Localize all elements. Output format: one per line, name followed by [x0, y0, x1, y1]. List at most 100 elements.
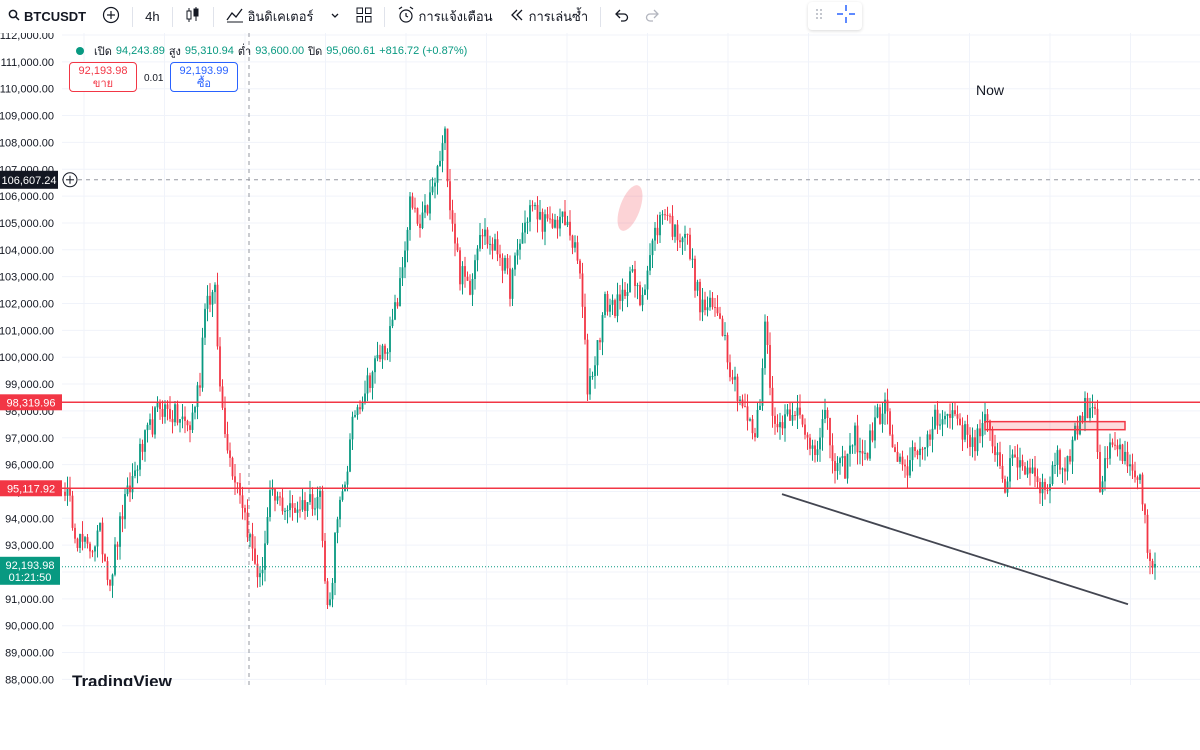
y-axis-tick-label: 109,000.00 [0, 111, 54, 123]
candle-body [594, 365, 596, 376]
candle-body [121, 516, 124, 520]
indicators-menu-button[interactable] [322, 0, 348, 33]
y-axis-tick-label: 99,000.00 [5, 379, 54, 391]
candle-body [1111, 442, 1114, 445]
candle-body [899, 456, 901, 462]
candle-body [729, 362, 731, 378]
candle-body [281, 497, 284, 512]
candle-body [599, 340, 601, 343]
change-value: +816.72 (+0.87%) [379, 45, 468, 57]
candle-body [329, 599, 331, 606]
candle-body [231, 457, 234, 477]
candle-body [439, 160, 441, 167]
layouts-button[interactable] [348, 0, 380, 33]
candle-body [311, 494, 314, 510]
candle-body [786, 409, 789, 415]
candle-body [469, 280, 471, 295]
candle-body [996, 452, 999, 456]
redo-button[interactable] [637, 0, 669, 33]
candle-body [666, 214, 669, 216]
candle-body [604, 294, 606, 316]
candle-body [156, 402, 159, 408]
candle-body [846, 453, 849, 479]
alerts-button[interactable]: การแจ้งเตือน [389, 0, 501, 33]
candle-body [181, 416, 184, 420]
last-price-label-bg [0, 556, 60, 585]
candle-body [564, 211, 566, 226]
candle-body [314, 508, 316, 510]
candle-body [821, 419, 824, 438]
candle-body [479, 235, 481, 249]
y-axis-tick-label: 93,000.00 [5, 540, 54, 552]
replay-button[interactable]: การเล่นซ้ำ [501, 0, 597, 33]
candle-body [836, 463, 839, 472]
chart-type-button[interactable] [177, 0, 209, 33]
candle-body [379, 354, 381, 360]
candle-body [631, 269, 634, 272]
candle-body [1021, 460, 1024, 467]
toolbar-divider [212, 6, 214, 27]
candle-body [126, 485, 129, 495]
candle-body [1009, 458, 1011, 482]
candle-body [1129, 464, 1131, 467]
candle-body [239, 483, 241, 496]
candle-body [109, 579, 111, 586]
bar-countdown-label: 01:21:50 [9, 572, 52, 584]
candle-body [86, 537, 89, 544]
candle-body [714, 307, 716, 309]
y-axis-tick-label: 103,000.00 [0, 272, 54, 284]
candle-body [269, 490, 271, 518]
candle-body [739, 399, 741, 401]
y-axis-tick-label: 108,000.00 [0, 137, 54, 149]
y-axis-tick-label: 97,000.00 [5, 433, 54, 445]
candle-body [384, 345, 386, 354]
candle-body [596, 340, 599, 366]
buy-button[interactable]: 92,193.99 ซื้อ [170, 62, 238, 92]
candle-body [216, 284, 219, 347]
price-line-label: 98,319.96 [7, 397, 56, 409]
candle-body [376, 354, 379, 359]
last-price-label: 92,193.98 [6, 560, 55, 572]
candle-body [984, 414, 986, 424]
indicators-icon [226, 7, 244, 26]
candle-body [354, 415, 356, 417]
candle-body [114, 544, 116, 575]
candle-body [601, 315, 604, 343]
candle-body [614, 300, 616, 317]
candle-body [249, 534, 251, 538]
candle-body [864, 452, 866, 454]
candle-body [1149, 552, 1151, 562]
candlestick-chart[interactable]: 112,000.00 111,000.00 110,000.00 109,000.00… [0, 30, 1200, 686]
candle-body [349, 439, 351, 472]
candle-body [796, 407, 799, 416]
replay-icon [509, 8, 525, 25]
undo-button[interactable] [605, 0, 637, 33]
candle-body [431, 186, 434, 193]
y-axis-tick-label: 112,000.00 [0, 33, 54, 42]
candle-body [1026, 467, 1029, 475]
candle-body [709, 297, 711, 308]
candle-body [296, 509, 299, 513]
candle-body [276, 496, 279, 501]
candle-body [191, 412, 194, 430]
candle-body [784, 414, 786, 429]
symbol-label: BTCUSDT [24, 9, 87, 24]
interval-button[interactable]: 4h [137, 0, 167, 33]
candle-body [374, 358, 376, 373]
sell-button[interactable]: 92,193.98 ขาย [69, 62, 137, 92]
crosshair-icon[interactable] [836, 4, 856, 29]
candle-body [776, 423, 779, 428]
candle-body [69, 488, 71, 496]
y-axis-tick-label: 102,000.00 [0, 299, 54, 311]
symbol-search[interactable]: BTCUSDT [0, 0, 94, 33]
compare-symbol-button[interactable] [94, 0, 128, 33]
open-label: เปิด [94, 46, 112, 58]
candle-body [1134, 470, 1136, 478]
drag-handle-icon[interactable] [815, 7, 823, 25]
candle-body [651, 240, 654, 256]
candle-body [436, 166, 439, 183]
candle-body [399, 278, 401, 307]
indicators-button[interactable]: อินดิเคเตอร์ [218, 0, 322, 33]
candle-body [146, 424, 149, 431]
chart-area[interactable]: 112,000.00 111,000.00 110,000.00 109,000.00… [0, 30, 1200, 686]
